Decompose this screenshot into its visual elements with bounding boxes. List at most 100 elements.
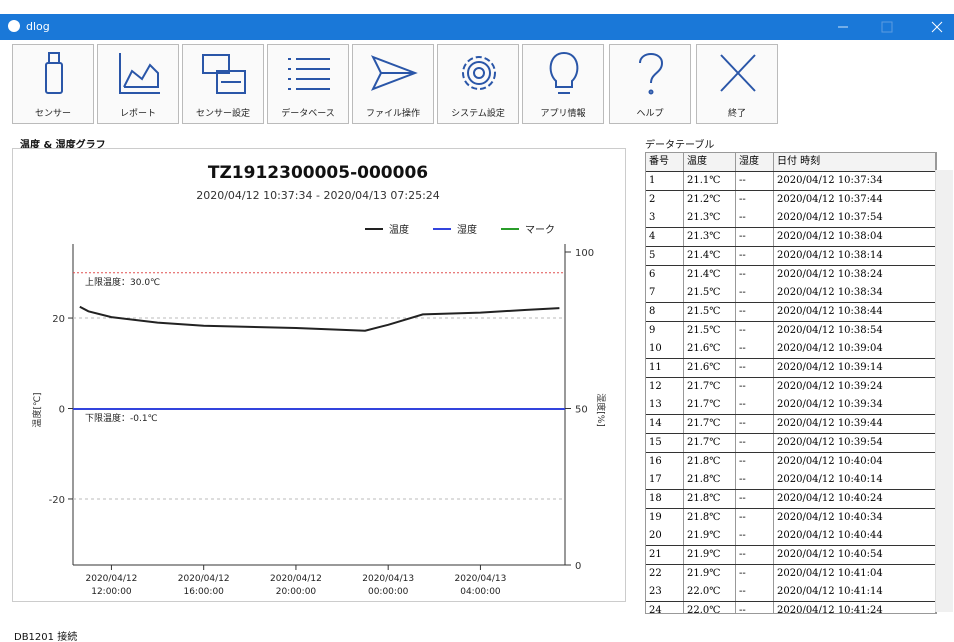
button-label: 終了 (727, 109, 746, 119)
y-tick-label: 0 (59, 405, 65, 416)
table-cell: 1 (646, 172, 684, 190)
table-cell: 21.5℃ (684, 321, 736, 340)
toolbar-button[interactable]: 終了 (696, 44, 778, 124)
table-cell: 5 (646, 246, 684, 265)
table-cell: -- (736, 583, 774, 602)
toolbar-button[interactable]: システム設定 (437, 44, 519, 124)
y2-axis-label: 湿度[%] (595, 393, 607, 427)
table-cell: 21.6℃ (684, 340, 736, 359)
table-row: 14 21.7℃ -- 2020/04/12 10:39:44 (646, 415, 936, 435)
y2-tick-label: 100 (575, 248, 594, 259)
title-bar: dlog (0, 14, 954, 40)
table-cell: 23 (646, 583, 684, 602)
toolbar-button[interactable]: センサー設定 (182, 44, 264, 124)
table-cell: 18 (646, 489, 684, 508)
window-title: dlog (26, 20, 50, 33)
table-cell: -- (736, 415, 774, 434)
table-cell: -- (736, 433, 774, 452)
table-row: 17 21.8℃ -- 2020/04/12 10:40:14 (646, 471, 936, 491)
x-tick-label: 2020/04/12 12:00:00 (85, 574, 138, 597)
table-cell: 21.5℃ (684, 284, 736, 303)
table-cell: -- (736, 265, 774, 284)
table-row: 7 21.5℃ -- 2020/04/12 10:38:34 (646, 284, 936, 304)
table-cell: 3 (646, 209, 684, 228)
x-tick-label: 2020/04/13 04:00:00 (454, 574, 507, 597)
x-tick-label: 2020/04/12 20:00:00 (270, 574, 322, 597)
table-cell: 4 (646, 228, 684, 247)
table-cell: -- (736, 302, 774, 321)
toolbar-button[interactable]: ファイル操作 (352, 44, 434, 124)
table-row: 20 21.9℃ -- 2020/04/12 10:40:44 (646, 527, 936, 547)
series-line (79, 305, 560, 332)
table-cell: 22.0℃ (684, 583, 736, 602)
table-cell: 2020/04/12 10:39:44 (774, 415, 936, 434)
table-cell: -- (736, 602, 774, 613)
y2-tick-label: 50 (575, 405, 588, 416)
table-cell: -- (736, 359, 774, 377)
scrollbar[interactable] (935, 170, 953, 612)
table-cell: -- (736, 321, 774, 340)
table-cell: 2020/04/12 10:37:44 (774, 190, 936, 209)
legend-label: マーク (525, 224, 555, 236)
y-tick-label: 20 (52, 314, 65, 325)
table-row: 23 22.0℃ -- 2020/04/12 10:41:14 (646, 583, 936, 603)
panel-title: 温度 & 湿度グラフ (20, 140, 106, 151)
table-cell: 21.7℃ (684, 433, 736, 452)
table-cell: 21.2℃ (684, 190, 736, 209)
table-cell: 21 (646, 546, 684, 564)
table-cell: 21.3℃ (684, 209, 736, 228)
window-controls[interactable] (830, 14, 954, 40)
toolbar-button[interactable]: ヘルプ (609, 44, 691, 124)
table-row: 11 21.6℃ -- 2020/04/12 10:39:14 (646, 359, 936, 378)
table-cell: 21.7℃ (684, 396, 736, 415)
table-cell: 21.1℃ (684, 172, 736, 190)
table-cell: 24 (646, 602, 684, 613)
table-cell: 2020/04/12 10:40:14 (774, 471, 936, 490)
table-cell: 21.8℃ (684, 489, 736, 508)
button-label: ヘルプ (636, 109, 664, 119)
button-label: アプリ情報 (540, 109, 586, 119)
table-row: 番号 温度 湿度 日付 時刻 (646, 153, 936, 172)
table-cell: 2020/04/12 10:39:04 (774, 340, 936, 359)
maximize[interactable] (881, 21, 893, 33)
button-label: レポート (119, 109, 156, 119)
table-cell: 2020/04/12 10:38:54 (774, 321, 936, 340)
table-row: 24 22.0℃ -- 2020/04/12 10:41:24 (646, 602, 936, 613)
toolbar-button[interactable]: センサー (12, 44, 94, 124)
table-cell: 21.4℃ (684, 246, 736, 265)
table-cell: -- (736, 564, 774, 583)
table-cell: -- (736, 209, 774, 228)
toolbar-button[interactable]: アプリ情報 (522, 44, 604, 124)
table-cell: 湿度 (736, 153, 774, 171)
x-tick-label: 2020/04/12 16:00:00 (177, 574, 230, 597)
table-cell: 2 (646, 190, 684, 209)
table-cell: -- (736, 284, 774, 303)
table-cell: 8 (646, 302, 684, 321)
toolbar: センサー レポート センサー設定 データベース ファイル操作 システム設定 アプ… (0, 40, 954, 126)
table-row: 3 21.3℃ -- 2020/04/12 10:37:54 (646, 209, 936, 229)
chart-title: TZ1912300005-000006 (208, 163, 428, 183)
table-row: 2 21.2℃ -- 2020/04/12 10:37:44 (646, 190, 936, 210)
table-cell: 2020/04/12 10:40:44 (774, 527, 936, 546)
close[interactable] (931, 21, 943, 33)
table-cell: -- (736, 340, 774, 359)
toolbar-button[interactable]: データベース (267, 44, 349, 124)
table-cell: 2020/04/12 10:41:04 (774, 564, 936, 583)
table-cell: 番号 (646, 153, 684, 171)
table-cell: 2020/04/12 10:40:04 (774, 452, 936, 471)
table-cell: 2020/04/12 10:38:24 (774, 265, 936, 284)
table-cell: 2020/04/12 10:37:54 (774, 209, 936, 228)
table-cell: -- (736, 527, 774, 546)
table-cell: 2020/04/12 10:40:54 (774, 546, 936, 564)
table-cell: 21.9℃ (684, 546, 736, 564)
limit-label: 下限温度：-0.1℃ (85, 412, 158, 424)
table-row: 5 21.4℃ -- 2020/04/12 10:38:14 (646, 246, 936, 266)
table-cell: -- (736, 546, 774, 564)
status-bar: DB1201 接続 (14, 632, 78, 642)
table-cell: -- (736, 228, 774, 247)
table-cell: 2020/04/12 10:39:54 (774, 433, 936, 452)
table-cell: 7 (646, 284, 684, 303)
toolbar-button[interactable]: レポート (97, 44, 179, 124)
table-cell: 22 (646, 564, 684, 583)
